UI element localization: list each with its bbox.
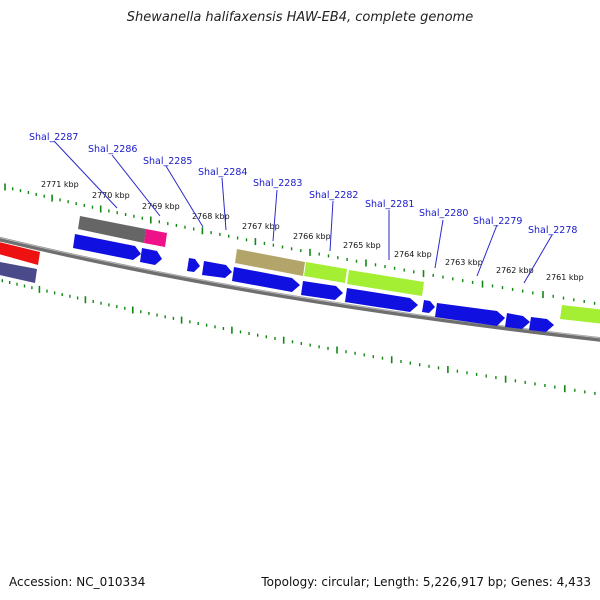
- gene-label[interactable]: Shal_2279: [473, 216, 522, 227]
- ruler-label: 2765 kbp: [343, 241, 381, 250]
- ruler-label: 2762 kbp: [496, 266, 534, 275]
- ruler-label: 2771 kbp: [41, 180, 79, 189]
- cds-arrow-shal-2282[interactable]: [301, 281, 343, 300]
- genome-backbone: [0, 236, 600, 342]
- gene-label-leaders: [53, 140, 553, 284]
- cds-arrow-shal-2284[interactable]: [202, 261, 232, 278]
- gray-feature[interactable]: [78, 216, 146, 243]
- ruler-label: 2767 kbp: [242, 222, 280, 231]
- magenta-feature[interactable]: [144, 229, 167, 247]
- ruler-label: 2763 kbp: [445, 258, 483, 267]
- feature-track: [0, 216, 600, 332]
- tan-feature[interactable]: [235, 249, 305, 276]
- gene-label[interactable]: Shal_2280: [419, 208, 468, 219]
- inner-ruler: [1, 279, 596, 395]
- gene-label[interactable]: Shal_2284: [198, 167, 247, 178]
- gene-label[interactable]: Shal_2281: [365, 199, 414, 210]
- red-feature[interactable]: [0, 241, 40, 265]
- cds-arrow-shal-2285[interactable]: [187, 258, 200, 272]
- gene-label[interactable]: Shal_2282: [309, 190, 358, 201]
- genome-summary: Topology: circular; Length: 5,226,917 bp…: [261, 575, 591, 589]
- cds-arrow-shal-2279[interactable]: [435, 303, 505, 326]
- green-feature-3[interactable]: [560, 305, 600, 324]
- cds-arrow-shal-2287[interactable]: [73, 234, 141, 260]
- gene-label[interactable]: Shal_2285: [143, 156, 192, 167]
- cds-arrow-shal-2286[interactable]: [140, 248, 162, 265]
- purple-feature[interactable]: [0, 261, 37, 283]
- cds-arrow-shal-2283[interactable]: [232, 267, 300, 292]
- cds-arrow-shal-2280[interactable]: [422, 300, 435, 313]
- gene-labels: Shal_2287 Shal_2286 Shal_2285 Shal_2284 Shal…: [29, 132, 577, 236]
- accession-label: Accession: NC_010334: [9, 575, 146, 589]
- outer-ruler: [4, 183, 596, 305]
- cds-arrow-shal-2278[interactable]: [529, 317, 554, 332]
- cds-arrow-shal-2278a[interactable]: [505, 313, 530, 329]
- ruler-label: 2766 kbp: [293, 232, 331, 241]
- ruler-label: 2764 kbp: [394, 250, 432, 259]
- green-feature-1[interactable]: [304, 262, 347, 283]
- gene-label[interactable]: Shal_2278: [528, 225, 577, 236]
- map-title: Shewanella halifaxensis HAW-EB4, complet…: [126, 10, 474, 25]
- cds-arrow-shal-2281[interactable]: [345, 288, 418, 312]
- gene-label[interactable]: Shal_2287: [29, 132, 78, 143]
- gene-label[interactable]: Shal_2286: [88, 144, 137, 155]
- ruler-labels: 2771 kbp 2770 kbp 2769 kbp 2768 kbp 2767 kbp…: [41, 180, 584, 282]
- ruler-label: 2770 kbp: [92, 191, 130, 200]
- ruler-label: 2768 kbp: [192, 212, 230, 221]
- ruler-label: 2761 kbp: [546, 273, 584, 282]
- ruler-label: 2769 kbp: [142, 202, 180, 211]
- green-feature-2[interactable]: [347, 270, 424, 296]
- gene-label[interactable]: Shal_2283: [253, 178, 302, 189]
